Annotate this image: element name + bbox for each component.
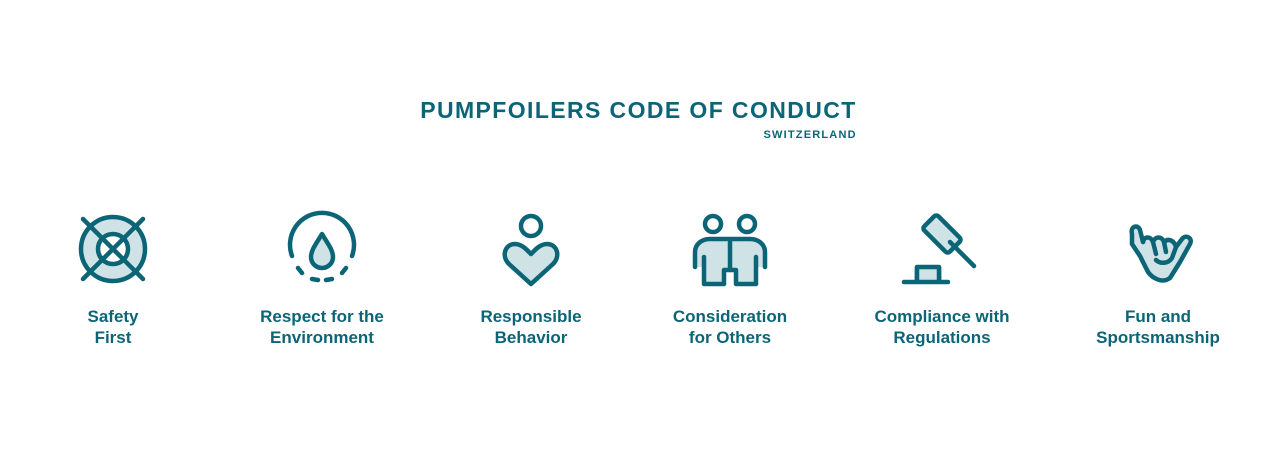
item-label: Compliance with Regulations: [832, 306, 1052, 348]
gavel-icon: [901, 212, 982, 292]
item-label-line2: Environment: [270, 328, 374, 347]
item-label-line2: Behavior: [494, 328, 568, 347]
code-item-compliance: Compliance with Regulations: [832, 212, 1052, 348]
item-label-line2: Sportsmanship: [1096, 328, 1220, 347]
item-label: Responsible Behavior: [421, 306, 641, 348]
item-label: Safety First: [3, 306, 223, 348]
item-label-line1: Consideration: [672, 307, 788, 326]
code-item-consideration: Consideration for Others: [620, 212, 840, 348]
item-label-line1: Compliance with: [874, 307, 1010, 326]
title-block: PUMPFOILERS CODE OF CONDUCT SWITZERLAND: [420, 96, 856, 142]
two-people-icon: [690, 212, 770, 292]
person-heart-icon: [491, 212, 571, 292]
item-label: Fun and Sportsmanship: [1048, 306, 1268, 348]
item-label-line1: Fun and: [1124, 307, 1192, 326]
code-item-safety: Safety First: [3, 212, 223, 348]
water-drop-icon: [282, 210, 362, 292]
shaka-hand-icon: [1118, 212, 1198, 292]
lifebuoy-icon: [73, 212, 153, 292]
item-label-line2: First: [94, 328, 132, 347]
item-label: Respect for the Environment: [212, 306, 432, 348]
code-item-behavior: Responsible Behavior: [421, 212, 641, 348]
code-item-fun: Fun and Sportsmanship: [1048, 212, 1268, 348]
item-label-line1: Safety: [87, 307, 139, 326]
item-label-line1: Respect for the: [260, 307, 384, 326]
item-label-line2: Regulations: [893, 328, 991, 347]
page-subtitle: SWITZERLAND: [763, 129, 857, 141]
header: PUMPFOILERS CODE OF CONDUCT SWITZERLAND: [0, 96, 1277, 142]
item-label: Consideration for Others: [620, 306, 840, 348]
code-item-environment: Respect for the Environment: [212, 210, 432, 348]
page-title: PUMPFOILERS CODE OF CONDUCT: [420, 97, 857, 123]
item-label-line1: Responsible: [480, 307, 582, 326]
item-label-line2: for Others: [688, 328, 772, 347]
